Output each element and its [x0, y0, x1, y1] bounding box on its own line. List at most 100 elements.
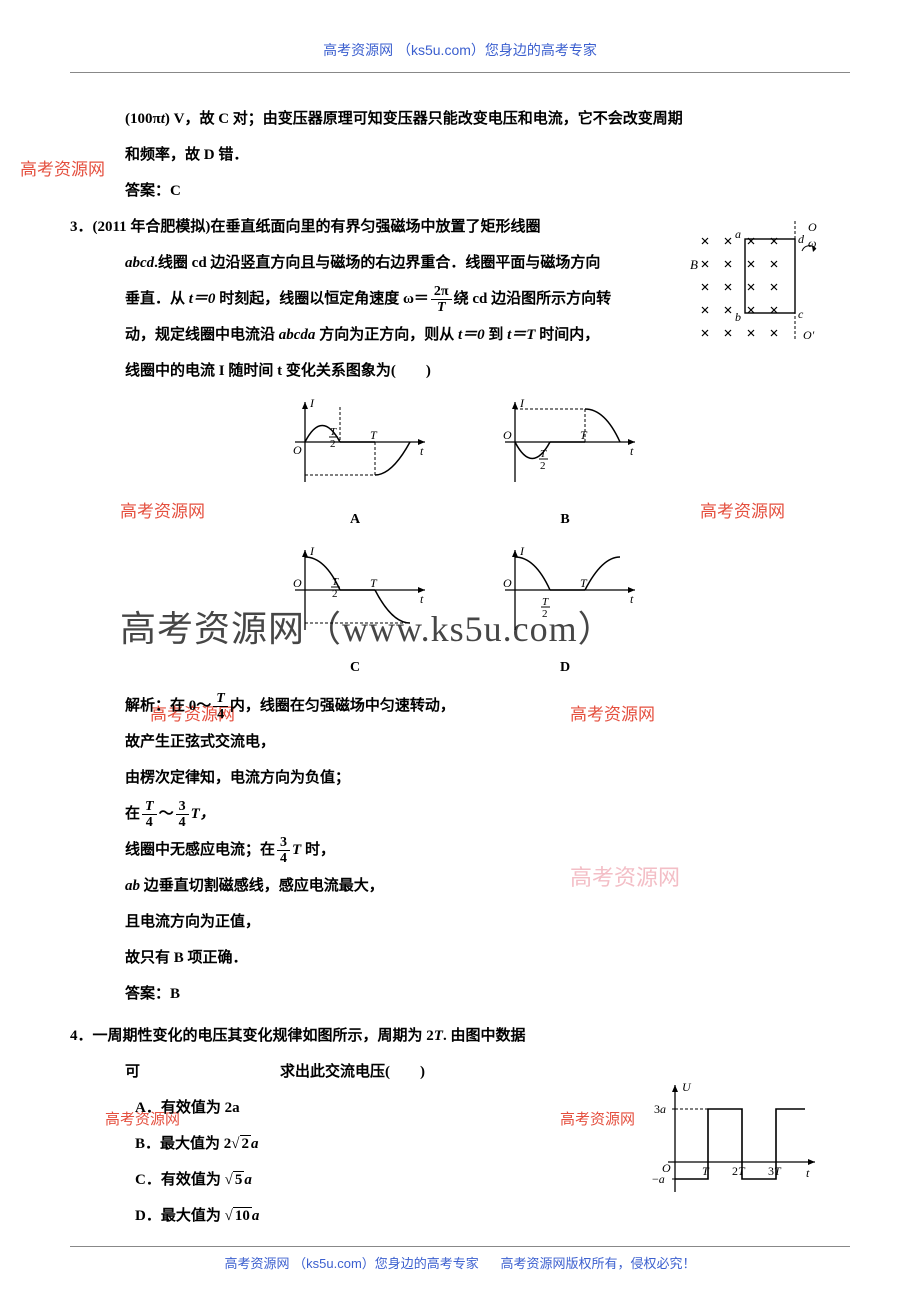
q2-l1a: (100π — [125, 111, 161, 127]
footer-line — [70, 1246, 850, 1247]
q2-cont-line1: (100πt) V，故 C 对；由变压器原理可知变压器只能改变电压和电流，它不会… — [70, 101, 850, 137]
q3-option-D: O t I T 2 T D — [490, 545, 640, 685]
svg-text:T: T — [370, 576, 378, 590]
svg-text:O: O — [293, 576, 302, 590]
q3a1b: 内，线圈在匀强磁场中匀速转动， — [230, 698, 455, 714]
page-header: 高考资源网 （ks5u.com）您身边的高考专家 — [70, 40, 850, 60]
svg-text:2: 2 — [332, 588, 338, 600]
q3-label-B: B — [490, 503, 640, 537]
q4Dpost: a — [252, 1208, 260, 1224]
q3-abcd: abcd — [125, 255, 154, 271]
q3-s4d: 时间内， — [535, 327, 599, 343]
q3-source: (2011 年合肥模拟) — [93, 219, 211, 235]
q3-t0: t＝0 — [189, 291, 216, 307]
q3a4a: 在 — [125, 806, 140, 822]
q3-label-D: D — [490, 651, 640, 685]
q3a4f1d: 4 — [142, 815, 157, 830]
svg-text:−a: −a — [652, 1172, 665, 1186]
q4s2b: 求出此交流电压( ) — [280, 1064, 425, 1080]
q4-voltage-diagram: O t U 3a −a T 2T 3T — [650, 1077, 820, 1197]
q3-s1: 在垂直纸面向里的有界匀强磁场中放置了矩形线圈 — [210, 219, 540, 235]
q3-t0b: t＝0 — [458, 327, 485, 343]
svg-text:T: T — [542, 596, 549, 608]
q3a4f2n: 3 — [176, 799, 189, 815]
svg-text:d: d — [798, 232, 805, 246]
q2-answer: 答案：C — [70, 173, 850, 209]
q3-s4a: 动，规定线圈中电流沿 — [125, 327, 279, 343]
q4s1b: . 由图中数据 — [443, 1028, 526, 1044]
header-text: 高考资源网 （ks5u.com）您身边的高考专家 — [323, 42, 597, 58]
q3-s3c: 绕 cd 边沿图所示方向转 — [454, 291, 612, 307]
q3-ana-l1: 解析：在 0～T4内，线圈在匀强磁场中匀速转动， — [70, 688, 850, 724]
q3-fn: 2π — [431, 284, 452, 300]
svg-text:O: O — [293, 443, 302, 457]
q3-ana-l8: 故只有 B 项正确． — [70, 940, 850, 976]
q4-num: 4． — [70, 1028, 93, 1044]
svg-text:O': O' — [803, 328, 815, 341]
svg-text:3a: 3a — [654, 1102, 666, 1116]
q3a5t: T — [292, 842, 301, 858]
q3-option-A: O t I T 2 T A — [280, 397, 430, 537]
svg-text:2: 2 — [330, 438, 336, 450]
svg-text:2: 2 — [542, 608, 548, 620]
svg-text:3T: 3T — [768, 1164, 782, 1178]
q4Dr: 10 — [233, 1207, 252, 1224]
svg-text:I: I — [519, 545, 525, 558]
q3a5b: 时， — [301, 842, 335, 858]
svg-text:T: T — [580, 428, 588, 442]
q3-option-C: O t I T 2 T C — [280, 545, 430, 685]
q3-s3a: 垂直．从 — [125, 291, 189, 307]
q3-ana-l6: ab ab 边垂直切割磁感线，感应电流最大，边垂直切割磁感线，感应电流最大， — [70, 868, 850, 904]
q2-l1b: ) V，故 C 对；由变压器原理可知变压器只能改变电压和电流，它不会改变周期 — [165, 111, 683, 127]
q3-answer: 答案：B — [70, 976, 850, 1012]
q4Bp: B．最大值为 2 — [135, 1136, 231, 1152]
svg-text:t: t — [420, 444, 424, 458]
q4-opt-D: D．最大值为 10a — [70, 1198, 850, 1234]
svg-text:T: T — [540, 448, 547, 460]
q3-s4b: 方向为正方向，则从 — [315, 327, 458, 343]
svg-text:t: t — [630, 444, 634, 458]
q4s1a: 一周期性变化的电压其变化规律如图所示，周期为 2 — [93, 1028, 434, 1044]
q3-tT: t＝T — [507, 327, 535, 343]
svg-text:2: 2 — [540, 460, 546, 472]
q4A: A．有效值为 2a — [135, 1100, 240, 1116]
q2-cont-line2: 和频率，故 D 错． — [70, 137, 850, 173]
q3-option-B: O t I T 2 T B — [490, 397, 640, 537]
q3-number: 3． — [70, 219, 93, 235]
svg-text:b: b — [735, 310, 741, 324]
svg-text:O: O — [503, 428, 512, 442]
svg-text:t: t — [420, 592, 424, 606]
q3a5n: 3 — [277, 835, 290, 851]
svg-text:2T: 2T — [732, 1164, 746, 1178]
svg-text:a: a — [735, 227, 741, 241]
q4s1t: T — [434, 1028, 443, 1044]
q3a4t: T， — [191, 806, 215, 822]
q3-s4c: 到 — [485, 327, 508, 343]
header-underline — [70, 72, 850, 73]
q3-options-row2: O t I T 2 T C O t I — [70, 545, 850, 685]
q3-ana-l4: 在T4～34T， — [70, 796, 850, 832]
svg-text:I: I — [519, 397, 525, 410]
q4s2a: 可 — [125, 1064, 140, 1080]
q3-options-row1: O t I T 2 T A — [70, 397, 850, 537]
q3-ana-l5: 线圈中无感应电流；在34T 时， — [70, 832, 850, 868]
content-body: (100π t ) V，故 C 对；由变压器原理可知变压器只能改变电压和电流，它不会… — [70, 101, 850, 1234]
q3a4f1n: T — [142, 799, 157, 815]
svg-text:O: O — [808, 221, 817, 234]
q4Br: 2 — [240, 1135, 252, 1152]
q4Cp: C．有效值为 — [135, 1172, 225, 1188]
q3-s3b: 时刻起，线圈以恒定角速度 ω＝ — [215, 291, 428, 307]
q3a4f2d: 4 — [176, 815, 189, 830]
q3a1a: 在 0～ — [170, 698, 211, 714]
q3-label-A: A — [280, 503, 430, 537]
q3-s2b: .线圈 cd 边沿竖直方向且与磁场的右边界重合．线圈平面与磁场方向 — [154, 255, 600, 271]
svg-text:T: T — [370, 428, 378, 442]
q3-ana-l3: 由楞次定律知，电流方向为负值； — [70, 760, 850, 796]
q3a1n: T — [213, 691, 228, 707]
q3a5d: 4 — [277, 851, 290, 866]
svg-text:t: t — [630, 592, 634, 606]
q3-dir: abcda — [279, 327, 316, 343]
svg-text:T: T — [330, 426, 337, 438]
footer-right: 高考资源网版权所有，侵权必究！ — [500, 1256, 695, 1271]
q3-ana-label: 解析： — [125, 698, 170, 714]
